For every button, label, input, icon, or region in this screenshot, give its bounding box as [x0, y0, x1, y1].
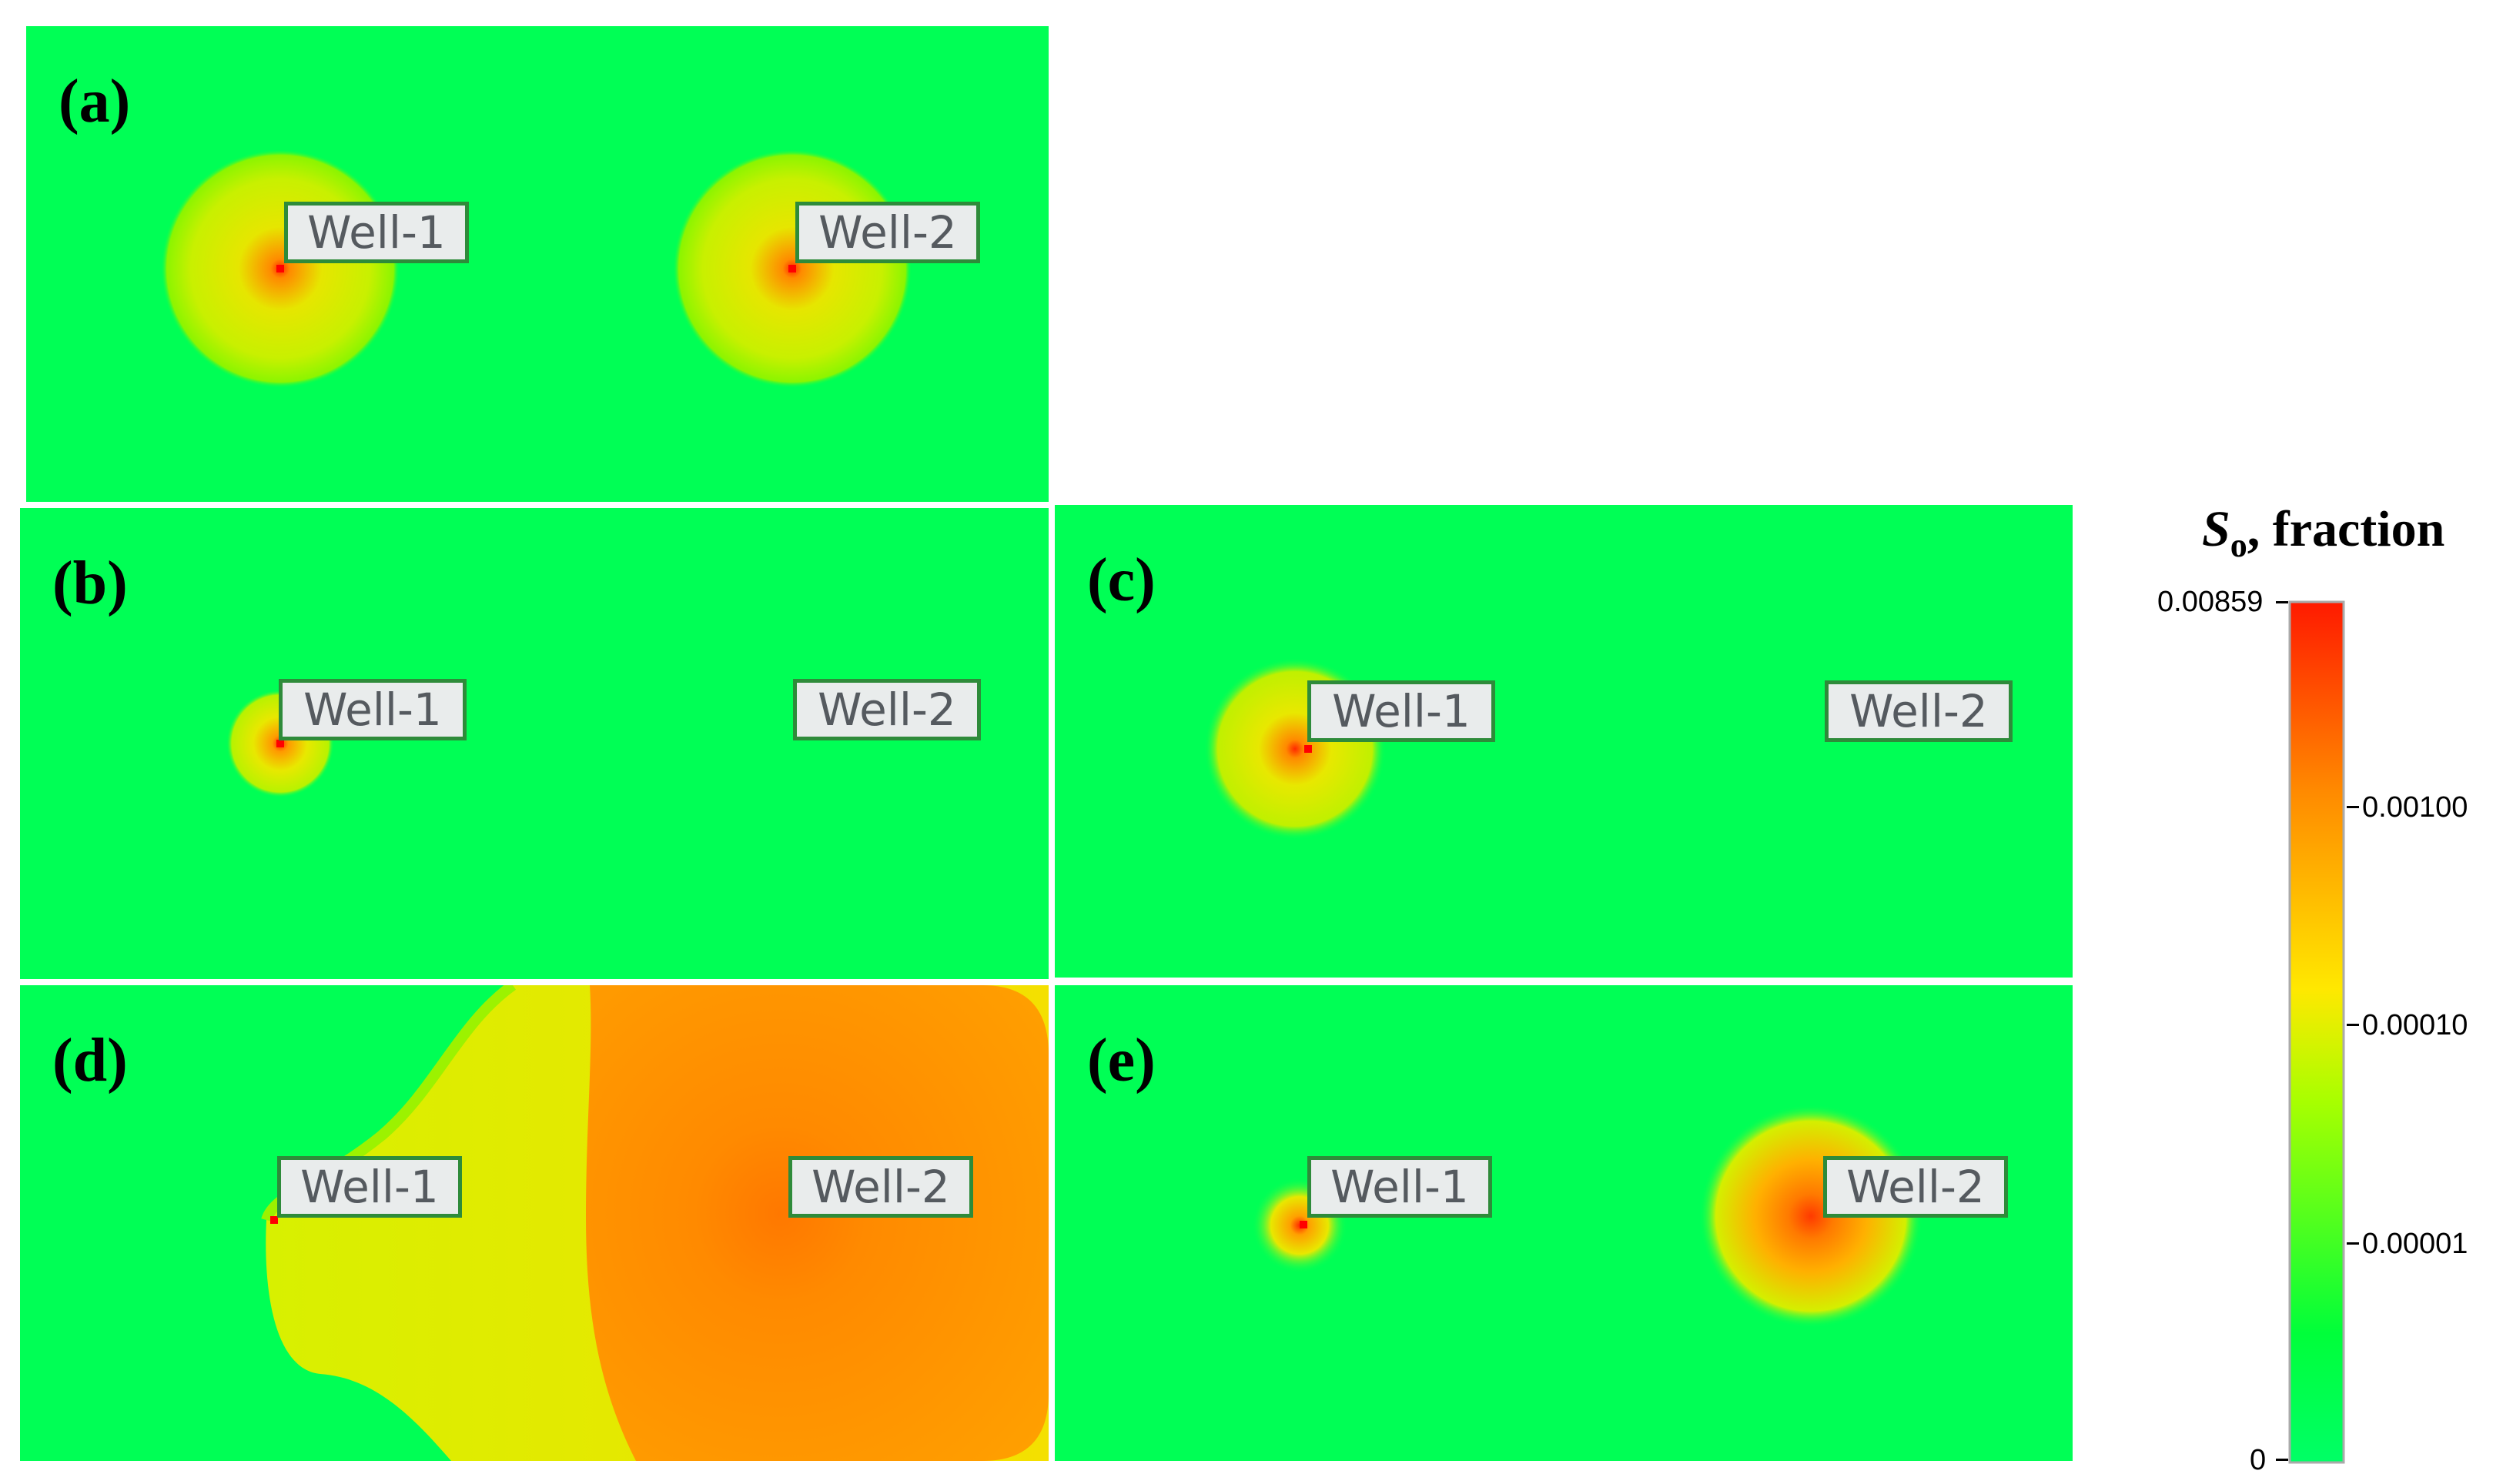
colorbar-tick-max: [2276, 601, 2288, 603]
well-2-marker: [788, 265, 796, 272]
well-2-label: Well-2: [795, 202, 980, 263]
colorbar-tick-2: [2347, 1024, 2359, 1026]
well-1-label: Well-1: [284, 202, 469, 263]
panel-e: (e) Well-1 Well-2: [1055, 985, 2073, 1461]
colorbar-title-symbol: S: [2202, 501, 2230, 557]
panel-e-field: [1252, 1105, 1922, 1328]
well-1-label: Well-1: [1307, 680, 1495, 742]
well-2-label: Well-2: [793, 679, 981, 740]
colorbar-tick-label-3: 0.00001: [2362, 1228, 2468, 1260]
plume-core: [586, 985, 1049, 1461]
well-2-label: Well-2: [1825, 680, 2013, 742]
panel-a-label: (a): [59, 68, 131, 135]
colorbar-max-label: 0.00859: [2157, 586, 2264, 618]
panel-a-field: [161, 149, 912, 388]
panel-e-label: (e): [1087, 1027, 1156, 1095]
colorbar-tick-label-1: 0.00100: [2362, 791, 2468, 824]
well-2-label: Well-2: [788, 1156, 973, 1218]
panel-b: (b) Well-1 Well-2: [20, 508, 1049, 979]
colorbar-tick-min: [2276, 1459, 2288, 1461]
well-1-marker: [270, 1216, 278, 1224]
colorbar-fill: [2288, 600, 2345, 1464]
panel-b-field: [226, 690, 334, 797]
well-1-marker: [1300, 1221, 1307, 1228]
panel-b-label: (b): [52, 550, 128, 617]
panel-a: (a) Well-1 Well-2: [26, 26, 1049, 502]
panel-d-field: [261, 985, 1049, 1461]
colorbar-title-subscript: o: [2230, 526, 2247, 565]
colorbar-tick-label-2: 0.00010: [2362, 1009, 2468, 1041]
colorbar: [2288, 600, 2345, 1464]
colorbar-tick-3: [2347, 1242, 2359, 1245]
panel-d-label: (d): [52, 1027, 128, 1095]
well-1-marker: [1304, 745, 1312, 753]
panel-d: (d) Well-1 Well-2: [20, 985, 1049, 1461]
colorbar-tick-1: [2347, 806, 2359, 808]
well-2-label: Well-2: [1823, 1156, 2008, 1218]
colorbar-title: So, fraction: [2202, 500, 2495, 565]
well-1-marker: [276, 265, 284, 272]
panel-c: (c) Well-1 Well-2: [1055, 505, 2073, 978]
well-1-label: Well-1: [279, 679, 467, 740]
well-1-marker: [276, 740, 284, 747]
well-1-label: Well-1: [277, 1156, 462, 1218]
colorbar-title-text: , fraction: [2247, 501, 2445, 557]
well-1-label: Well-1: [1307, 1156, 1492, 1218]
colorbar-min-label: 0: [2250, 1444, 2267, 1476]
panel-c-label: (c): [1087, 546, 1156, 614]
